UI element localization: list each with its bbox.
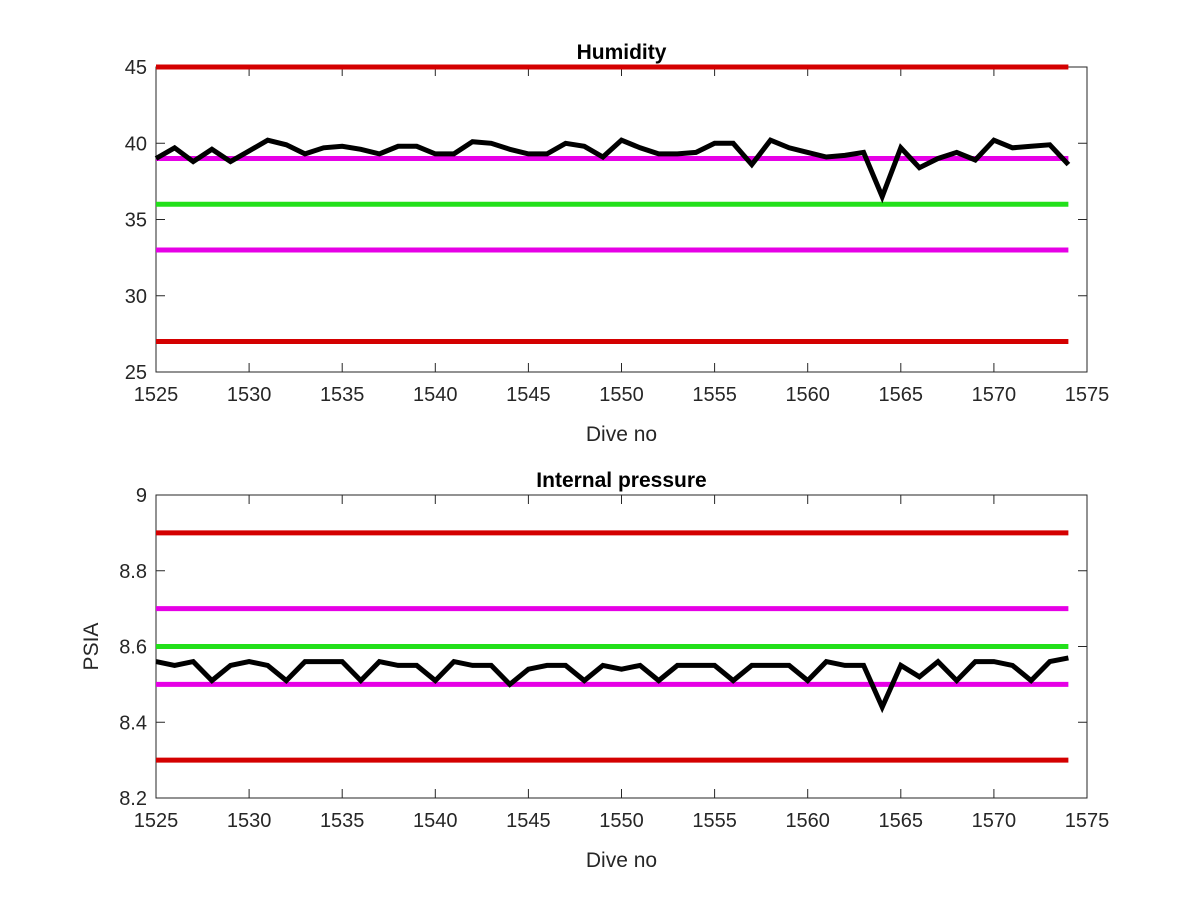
x-tick-label: 1555 [692, 810, 737, 832]
x-tick-label: 1550 [599, 810, 644, 832]
chart-title: Internal pressure [536, 469, 706, 492]
y-tick-label: 40 [125, 133, 147, 155]
x-tick-label: 1525 [134, 384, 179, 406]
humidity-panel: 1525 1530 1535 1540 1545 1550 1555 1560 1565 1570… [125, 41, 1110, 446]
x-tick-label: 1575 [1065, 810, 1110, 832]
x-axis-label: Dive no [586, 423, 657, 446]
y-tick-label: 25 [125, 362, 147, 384]
x-tick-label: 1525 [134, 810, 179, 832]
y-tick-label: 8.6 [119, 637, 147, 659]
chart-title: Humidity [577, 41, 667, 64]
x-tick-label: 1570 [972, 384, 1017, 406]
y-tick-label: 8.2 [119, 788, 147, 810]
y-axis-label: PSIA [80, 623, 103, 671]
y-tick-label: 30 [125, 286, 147, 308]
x-tick-label: 1530 [227, 810, 272, 832]
x-axis-label: Dive no [586, 849, 657, 872]
x-tick-label: 1575 [1065, 384, 1110, 406]
data-series-line [155, 655, 1069, 714]
internal-pressure-panel: 1525 1530 1535 1540 1545 1550 1555 1560 1565 1570… [80, 469, 1109, 872]
x-tick-label: 1540 [413, 810, 458, 832]
axes-frame [155, 66, 1088, 373]
y-tick-label: 8.8 [119, 561, 147, 583]
x-tick-label: 1535 [320, 384, 365, 406]
y-tick-label: 45 [125, 57, 147, 79]
x-tick-label: 1565 [879, 810, 924, 832]
y-tick-label: 8.4 [119, 712, 147, 734]
x-tick-label: 1545 [506, 384, 551, 406]
x-tick-label: 1530 [227, 384, 272, 406]
x-tick-label: 1560 [785, 384, 830, 406]
x-tick-label: 1565 [879, 384, 924, 406]
x-tick-label: 1555 [692, 384, 737, 406]
x-tick-label: 1550 [599, 384, 644, 406]
y-tick-label: 35 [125, 210, 147, 232]
x-tick-label: 1570 [972, 810, 1017, 832]
x-tick-label: 1560 [785, 810, 830, 832]
x-tick-label: 1545 [506, 810, 551, 832]
x-tick-label: 1535 [320, 810, 365, 832]
x-tick-label: 1540 [413, 384, 458, 406]
y-tick-label: 9 [136, 485, 147, 507]
data-series-line [154, 137, 1071, 204]
